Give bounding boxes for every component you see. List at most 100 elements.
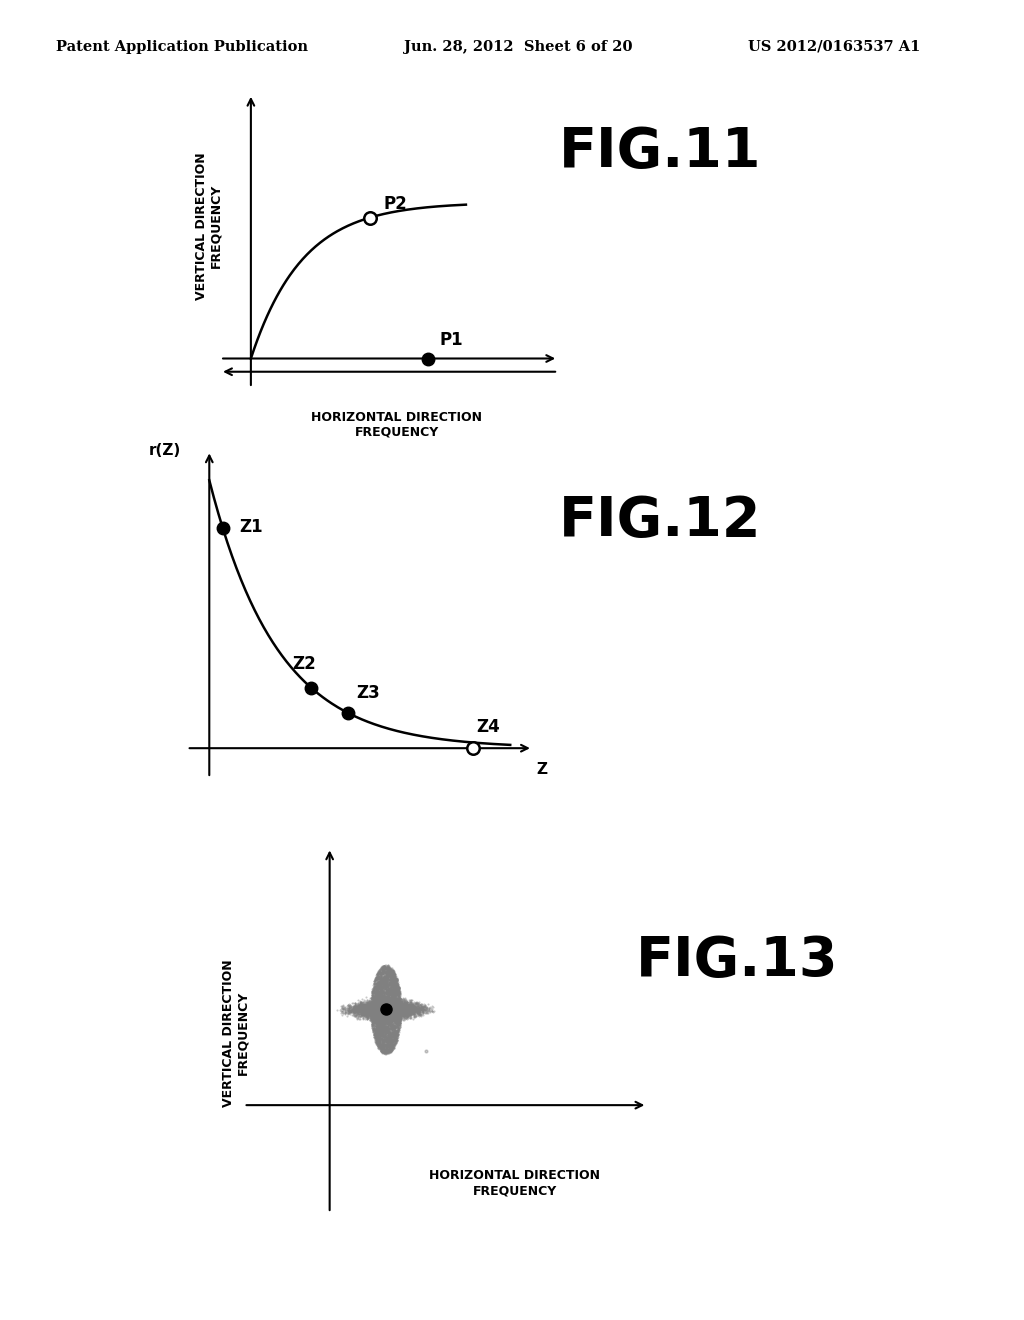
Point <box>367 985 383 1006</box>
Point <box>389 974 406 995</box>
Point <box>374 1016 390 1038</box>
Point <box>365 982 381 1003</box>
Point <box>380 977 396 998</box>
Point <box>382 990 398 1011</box>
Point <box>370 1032 386 1053</box>
Point <box>388 1032 404 1053</box>
Point <box>383 990 399 1011</box>
Point <box>381 1036 397 1057</box>
Point <box>385 990 401 1011</box>
Point <box>375 1038 391 1059</box>
Point <box>390 1003 407 1024</box>
Point <box>379 966 395 987</box>
Point <box>379 989 395 1010</box>
Point <box>369 1024 385 1045</box>
Point <box>368 1003 384 1024</box>
Point <box>382 995 398 1016</box>
Point <box>367 990 383 1011</box>
Point <box>384 977 400 998</box>
Point <box>382 969 398 990</box>
Point <box>380 1020 396 1041</box>
Point <box>372 1011 388 1032</box>
Point <box>393 997 410 1018</box>
Point <box>384 999 400 1020</box>
Point <box>382 1005 398 1026</box>
Point <box>379 998 395 1019</box>
Point <box>385 994 401 1015</box>
Point <box>364 999 380 1020</box>
Point <box>382 1005 398 1026</box>
Point <box>383 1001 399 1022</box>
Point <box>372 993 388 1014</box>
Point <box>373 1005 389 1026</box>
Point <box>364 997 380 1018</box>
Point <box>376 1001 392 1022</box>
Point <box>383 989 399 1010</box>
Point <box>380 983 396 1005</box>
Point <box>386 1007 402 1028</box>
Point <box>364 1002 380 1023</box>
Point <box>375 1035 391 1056</box>
Point <box>369 1016 385 1038</box>
Point <box>374 999 390 1020</box>
Point <box>376 975 392 997</box>
Point <box>395 999 412 1020</box>
Point <box>376 1003 392 1024</box>
Point <box>359 997 376 1018</box>
Point <box>376 1040 392 1061</box>
Point <box>364 1008 380 1030</box>
Point <box>368 998 384 1019</box>
Point <box>374 1016 390 1038</box>
Point <box>378 960 394 981</box>
Point <box>379 997 395 1018</box>
Point <box>378 1010 394 1031</box>
Point <box>391 1003 408 1024</box>
Point <box>384 961 400 982</box>
Point <box>393 1005 410 1026</box>
Point <box>372 1006 388 1027</box>
Point <box>375 1012 391 1034</box>
Point <box>389 1002 406 1023</box>
Point <box>375 991 391 1012</box>
Point <box>390 997 407 1018</box>
Point <box>389 1006 406 1027</box>
Point <box>376 999 392 1020</box>
Point <box>352 993 369 1014</box>
Point <box>368 997 384 1018</box>
Point <box>385 989 401 1010</box>
Point <box>381 1035 397 1056</box>
Point <box>386 1005 402 1026</box>
Point <box>365 1015 381 1036</box>
Point <box>367 989 383 1010</box>
Point <box>390 1003 407 1024</box>
Point <box>374 1031 390 1052</box>
Point <box>368 1020 384 1041</box>
Point <box>365 1010 381 1031</box>
Point <box>377 986 393 1007</box>
Point <box>376 970 392 991</box>
Point <box>386 1024 402 1045</box>
Point <box>379 999 395 1020</box>
Point <box>381 999 397 1020</box>
Point <box>369 1023 385 1044</box>
Point <box>379 960 395 981</box>
Point <box>374 962 390 983</box>
Point <box>379 965 395 986</box>
Point <box>376 1028 392 1049</box>
Point <box>379 1039 395 1060</box>
Point <box>394 991 411 1012</box>
Point <box>385 991 401 1012</box>
Point <box>378 970 394 991</box>
Point <box>372 1008 388 1030</box>
Point <box>376 1041 392 1063</box>
Point <box>359 994 376 1015</box>
Point <box>372 994 388 1015</box>
Point <box>362 994 379 1015</box>
Point <box>381 1030 397 1051</box>
Point <box>396 995 413 1016</box>
Point <box>351 1005 368 1026</box>
Point <box>384 1019 400 1040</box>
Point <box>389 969 406 990</box>
Point <box>378 1016 394 1038</box>
Point <box>382 991 398 1012</box>
